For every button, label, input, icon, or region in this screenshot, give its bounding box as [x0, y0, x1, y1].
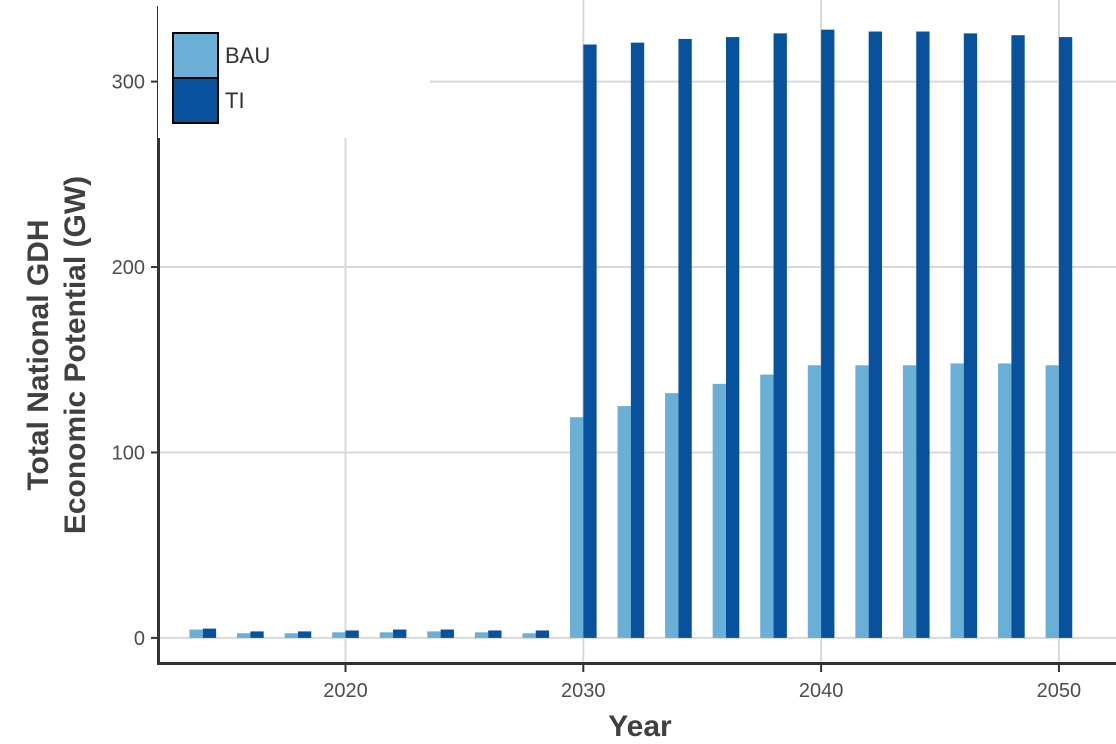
bar-ti-2028: [535, 630, 550, 638]
bar-ti-2032: [630, 42, 645, 638]
legend-label-bau: BAU: [225, 43, 270, 68]
bar-bau-2034: [665, 393, 679, 638]
bar-ti-2018: [297, 631, 312, 638]
bar-bau-2036: [712, 383, 726, 638]
bar-bau-2016: [237, 633, 251, 638]
x-tick-label-2020: 2020: [323, 680, 368, 702]
bar-bau-2038: [760, 374, 774, 638]
bar-ti-2050: [1058, 37, 1073, 638]
bar-ti-2020: [345, 630, 359, 638]
legend: BAU TI: [158, 0, 430, 138]
bar-ti-2048: [1011, 35, 1025, 638]
bar-ti-2042: [868, 31, 882, 638]
bar-ti-2034: [678, 38, 692, 638]
y-axis-title-line-1: Total National GDH: [22, 219, 55, 490]
bar-bau-2040: [807, 365, 822, 638]
bar-bau-2050: [1045, 365, 1059, 638]
y-axis-title-line-2: Economic Potential (GW): [59, 176, 92, 534]
bar-bau-2018: [284, 633, 298, 638]
bar-bau-2046: [950, 363, 964, 638]
bar-bau-2020: [332, 632, 346, 638]
x-tick-label-2040: 2040: [799, 680, 844, 702]
bar-bau-2022: [379, 632, 394, 638]
legend-key-bau: [172, 32, 219, 79]
y-tick-label-100: 100: [112, 442, 145, 464]
ticks: 0 100 200 300 2020 2030 2040 2050: [112, 72, 1082, 702]
bar-ti-2022: [393, 629, 407, 638]
bars: [189, 29, 1073, 638]
y-tick-label-0: 0: [134, 628, 145, 650]
bar-bau-2028: [522, 633, 536, 638]
bar-ti-2014: [202, 628, 217, 638]
bar-bau-2042: [855, 365, 869, 638]
bar-bau-2044: [902, 365, 917, 638]
bar-bau-2032: [617, 406, 631, 638]
y-tick-label-200: 200: [112, 257, 145, 279]
bar-bau-2024: [427, 631, 441, 638]
bar-bau-2026: [474, 632, 489, 638]
bar-ti-2030: [583, 44, 597, 638]
legend-key-ti: [172, 77, 219, 124]
bar-ti-2016: [250, 631, 264, 638]
bar-ti-2036: [725, 37, 740, 638]
bar-bau-2030: [569, 417, 584, 638]
x-axis-title: Year: [608, 710, 672, 743]
x-tick-label-2050: 2050: [1037, 680, 1082, 702]
x-tick-label-2030: 2030: [561, 680, 606, 702]
bar-ti-2044: [916, 31, 930, 638]
bar-bau-2048: [998, 363, 1012, 638]
legend-label-ti: TI: [225, 88, 245, 113]
bar-ti-2038: [773, 33, 787, 638]
y-tick-label-300: 300: [112, 72, 145, 94]
bar-ti-2040: [821, 29, 835, 638]
bar-ti-2026: [488, 630, 502, 638]
bar-ti-2046: [963, 33, 978, 638]
bar-bau-2014: [189, 629, 203, 638]
y-axis-title: Total National GDH Economic Potential (G…: [22, 176, 92, 534]
bar-ti-2024: [440, 629, 454, 638]
